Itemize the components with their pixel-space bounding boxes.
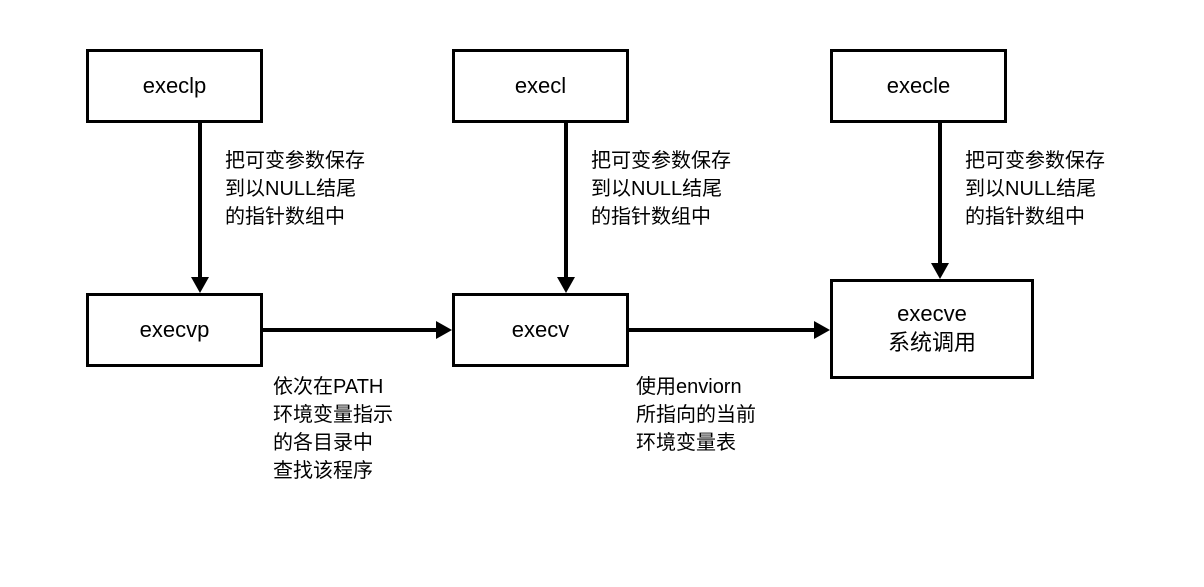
node-execv: execv (452, 293, 629, 367)
edge-label-e2: 把可变参数保存 到以NULL结尾 的指针数组中 (591, 147, 731, 231)
edge-label-e4: 依次在PATH 环境变量指示 的各目录中 查找该程序 (273, 373, 393, 485)
edge-label-e3: 把可变参数保存 到以NULL结尾 的指针数组中 (965, 147, 1105, 231)
arrow-line-e1 (198, 123, 202, 278)
node-label-execv: execv (512, 316, 569, 345)
node-execvp: execvp (86, 293, 263, 367)
node-execl: execl (452, 49, 629, 123)
arrow-head-e5 (814, 321, 830, 339)
node-label-execlp: execlp (143, 72, 207, 101)
arrow-line-e3 (938, 123, 942, 264)
arrow-head-e4 (436, 321, 452, 339)
arrow-head-e1 (191, 277, 209, 293)
arrow-line-e2 (564, 123, 568, 278)
node-label-execle: execle (887, 72, 951, 101)
edge-label-e5: 使用enviorn 所指向的当前 环境变量表 (636, 373, 756, 457)
edge-label-e1: 把可变参数保存 到以NULL结尾 的指针数组中 (225, 147, 365, 231)
node-execle: execle (830, 49, 1007, 123)
arrow-head-e2 (557, 277, 575, 293)
node-label-execvp: execvp (140, 316, 210, 345)
node-execve: execve 系统调用 (830, 279, 1034, 379)
arrow-head-e3 (931, 263, 949, 279)
arrow-line-e5 (629, 328, 815, 332)
arrow-line-e4 (263, 328, 437, 332)
node-label-execl: execl (515, 72, 566, 101)
node-execlp: execlp (86, 49, 263, 123)
node-label-execve: execve 系统调用 (888, 300, 976, 357)
